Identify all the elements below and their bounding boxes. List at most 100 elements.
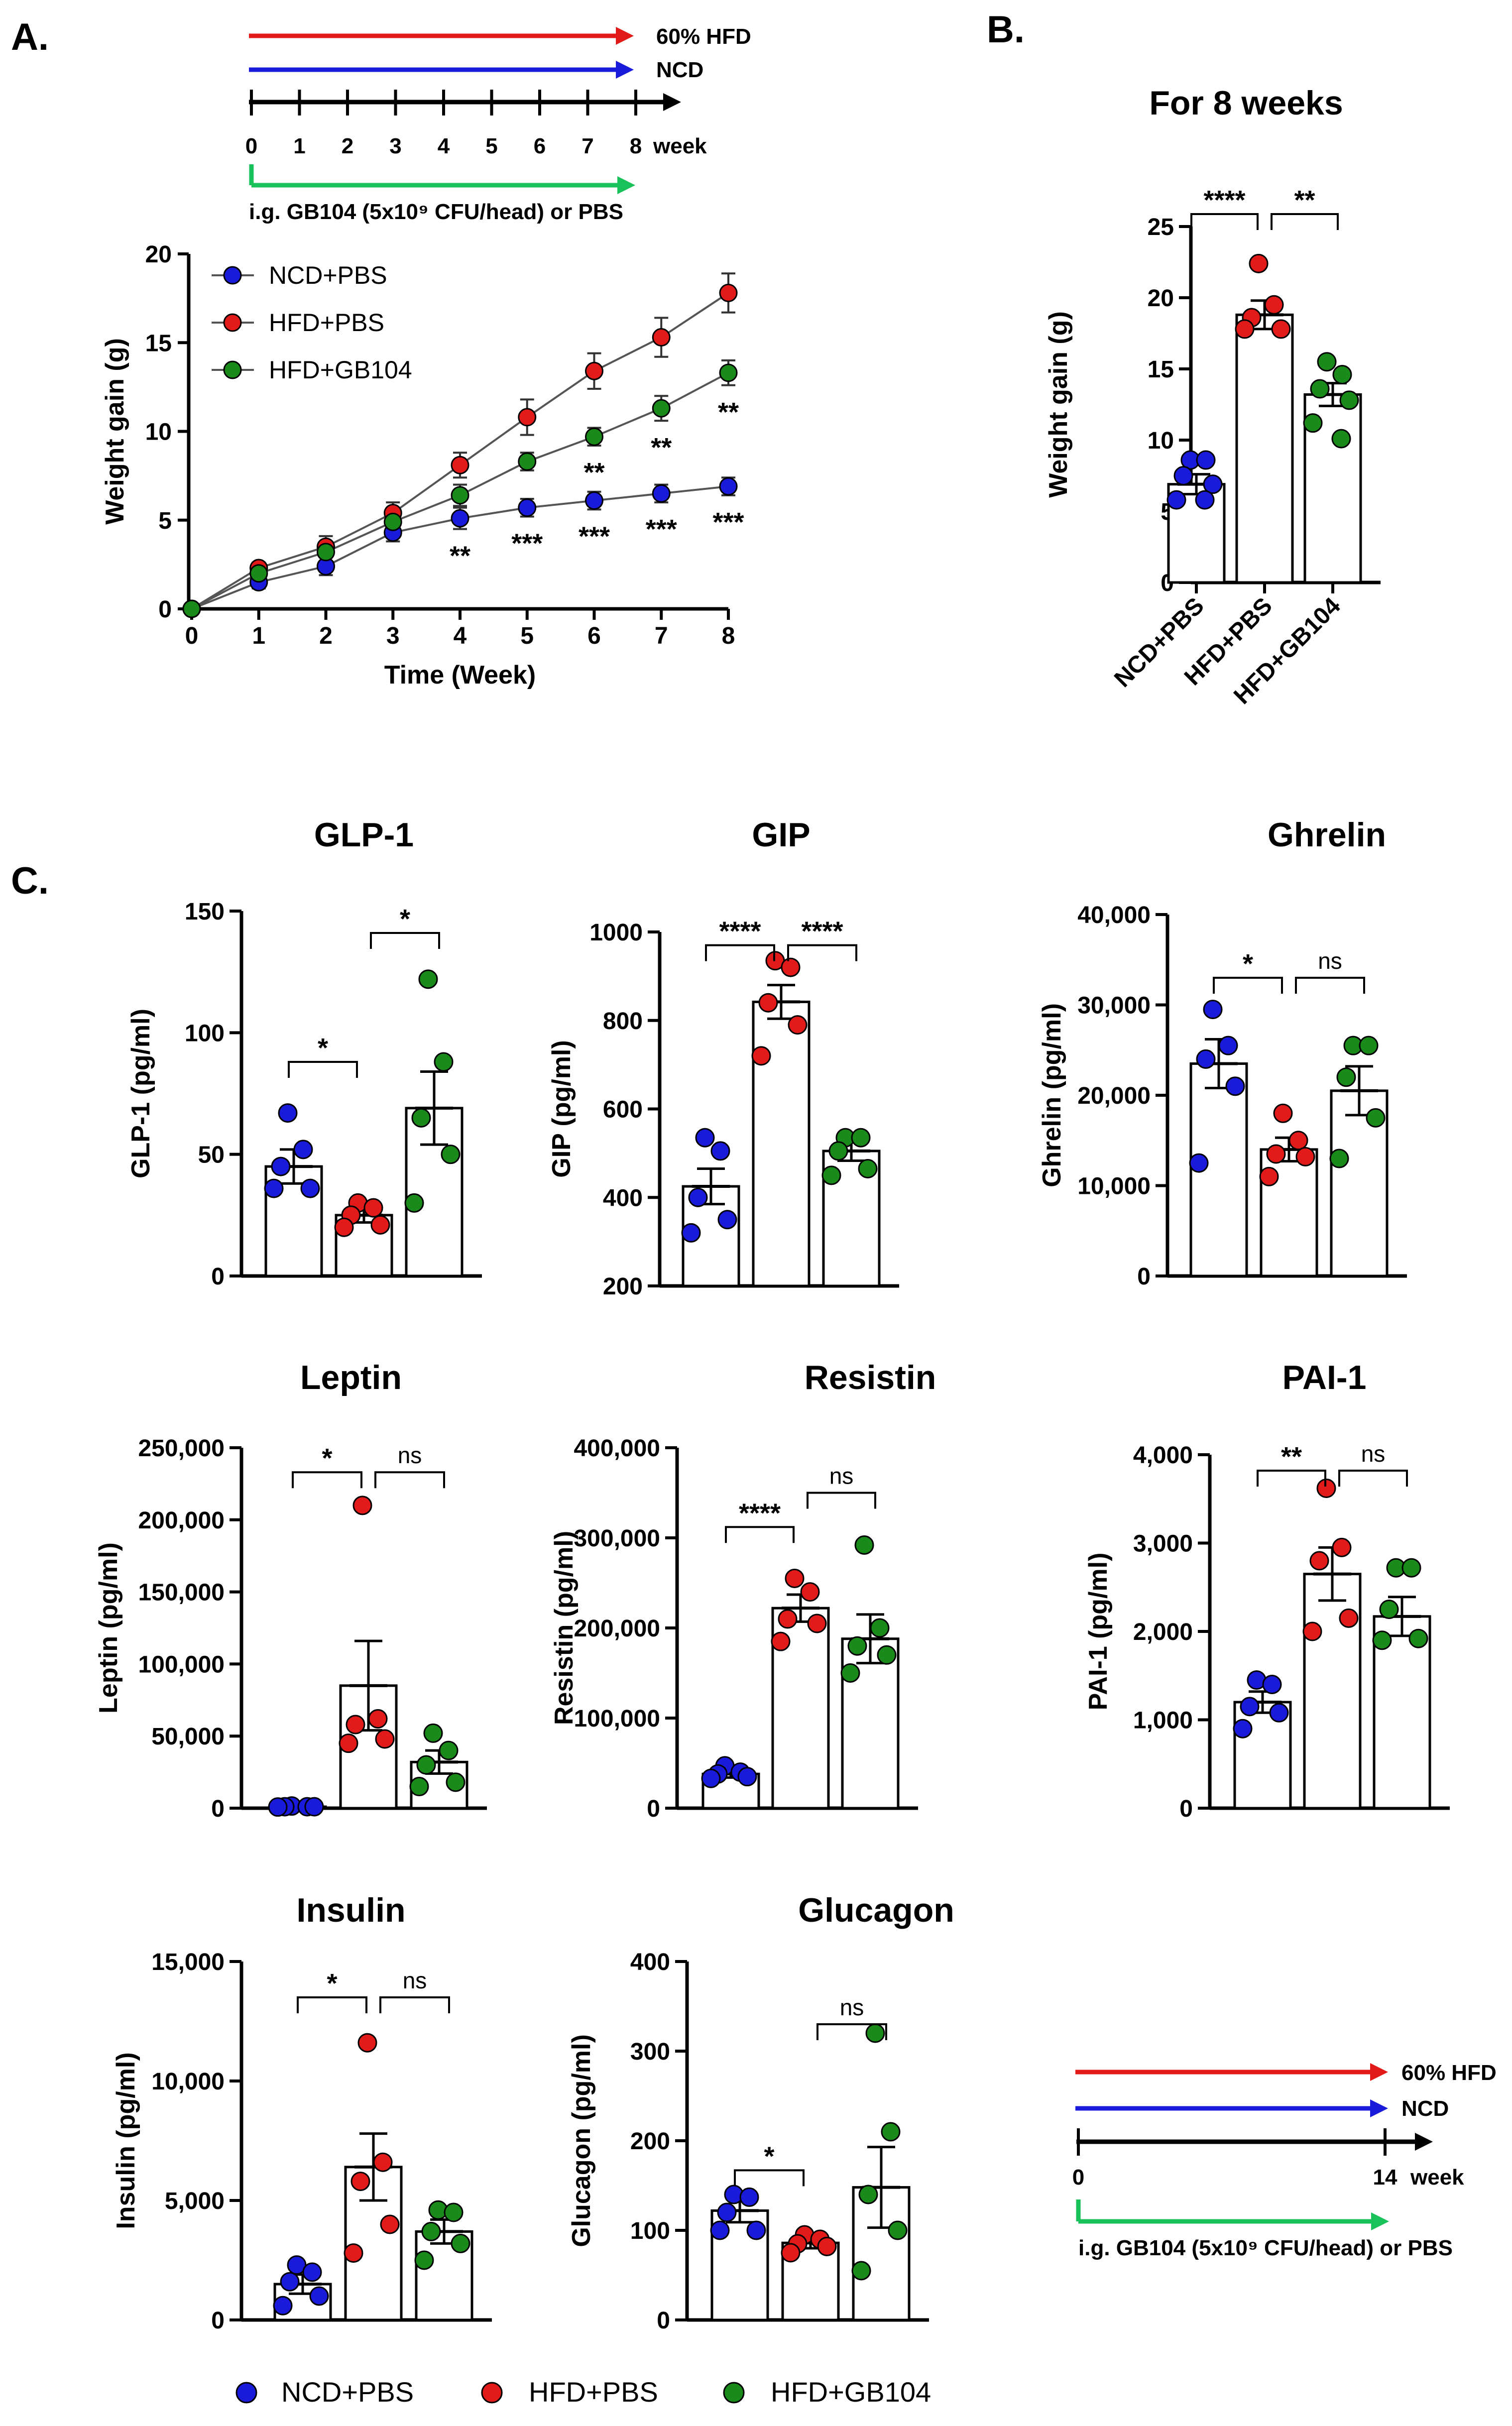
point-hfd (751, 1046, 771, 1066)
sig-bracket (288, 1060, 358, 1078)
sig-label: **** (719, 917, 761, 946)
y-tick-label: 0 (647, 1796, 660, 1822)
point-hfd (652, 328, 671, 347)
sig-bracket (1271, 213, 1339, 230)
legend-label-ncd: NCD+PBS (269, 261, 387, 289)
sig-label: ns (840, 1994, 864, 2020)
point-gb104 (847, 1636, 867, 1656)
x-tick-label: 8 (722, 623, 735, 649)
y-tick-label: 100,000 (138, 1651, 225, 1678)
x-tick-label: 2 (319, 623, 333, 649)
point-gb104 (451, 486, 469, 505)
point-gb104 (441, 1145, 461, 1164)
point-hfd (781, 2243, 801, 2263)
point-hfd (788, 1015, 808, 1035)
y-tick-label: 200 (603, 1273, 643, 1300)
point-ncd (1196, 1049, 1216, 1069)
point-gb104 (858, 2185, 878, 2204)
point-ncd (518, 498, 537, 517)
legend-marker-hfd (481, 2382, 503, 2404)
sig-bracket (816, 2023, 887, 2040)
y-tick-label: 20 (1148, 285, 1174, 312)
sig-label: * (322, 1443, 332, 1473)
point-gb104 (652, 399, 671, 418)
y-tick-label: 0 (158, 596, 172, 623)
legend-marker-gb104 (723, 2382, 745, 2404)
y-axis-label: PAI-1 (pg/ml) (1084, 1553, 1113, 1711)
bottom-legend: NCD+PBS HFD+PBS HFD+GB104 (235, 2376, 931, 2408)
sig-bracket (705, 944, 775, 961)
x-tick-label: 5 (520, 623, 534, 649)
point-gb104 (1329, 1149, 1349, 1168)
sig-bracket (1213, 977, 1283, 994)
point-ncd (1195, 490, 1215, 510)
y-tick-label: 400 (630, 1949, 670, 1975)
point-gb104 (719, 363, 738, 382)
y-tick-label: 250,000 (138, 1435, 225, 1462)
point-hfd (373, 2152, 393, 2172)
ncd-arrow-label-c: NCD (1401, 2096, 1449, 2121)
sig-bracket (787, 944, 857, 961)
sig-bracket (807, 1492, 876, 1509)
x-tick-label: 3 (386, 623, 400, 649)
y-tick-label: 10 (1148, 428, 1174, 454)
legend-marker-ncd (223, 266, 242, 285)
sig-gb104: ** (651, 433, 672, 462)
point-ncd (1189, 1153, 1209, 1173)
point-ncd (271, 1156, 291, 1176)
week-start-c: 0 (1072, 2165, 1084, 2190)
sig-bracket (292, 1471, 362, 1489)
point-hfd (1295, 1147, 1315, 1166)
point-ncd (717, 1210, 737, 1230)
sig-bracket (297, 1996, 367, 2013)
chart-title: Leptin (300, 1359, 402, 1396)
legend-marker-hfd (223, 313, 242, 332)
point-ncd (273, 2296, 293, 2315)
point-hfd (344, 2243, 363, 2263)
week-tick-label: 3 (389, 134, 401, 158)
y-axis-label: Weight gain (g) (1044, 311, 1073, 498)
point-gb104 (409, 1777, 429, 1797)
point-gb104 (414, 2250, 434, 2270)
sig-label: * (327, 1968, 337, 1998)
sig-label: * (318, 1033, 328, 1063)
y-tick-label: 15,000 (151, 1949, 225, 1975)
y-tick-label: 30,000 (1077, 993, 1151, 1019)
y-tick-label: 5,000 (165, 2188, 225, 2214)
point-hfd (363, 1198, 383, 1218)
y-tick-label: 15 (1148, 356, 1174, 383)
sig-gb104: ** (718, 397, 739, 427)
y-axis-label: Glucagon (pg/ml) (567, 2034, 596, 2247)
timeline-c: 60% HFD NCD 0 14 week i.g. GB104 (5x10⁹ … (1072, 2061, 1497, 2260)
point-hfd (352, 1496, 372, 1515)
y-tick-label: 0 (1179, 1796, 1193, 1822)
point-gb104 (1303, 413, 1323, 433)
week-unit-label: week (653, 134, 707, 158)
point-ncd (1218, 1036, 1238, 1055)
point-gb104 (451, 2233, 470, 2253)
y-tick-label: 100,000 (574, 1706, 660, 1732)
legend-label-ncd: NCD+PBS (281, 2376, 414, 2408)
point-gb104 (1310, 379, 1330, 399)
y-tick-label: 0 (211, 2308, 225, 2334)
point-hfd (1339, 1608, 1359, 1628)
sig-bracket (1257, 1469, 1326, 1487)
y-tick-label: 15 (145, 330, 172, 356)
point-gb104 (1408, 1628, 1428, 1648)
point-hfd (1264, 295, 1284, 315)
sig-label: ns (398, 1442, 422, 1468)
week-end-c: 14 (1373, 2165, 1397, 2190)
point-ncd (585, 491, 603, 510)
point-ncd (719, 477, 738, 496)
point-hfd (785, 1568, 805, 1588)
point-gb104 (1359, 1036, 1379, 1055)
y-tick-label: 200,000 (574, 1616, 660, 1642)
point-hfd (350, 2172, 370, 2192)
y-axis-label: Weight gain (g) (101, 338, 129, 525)
y-axis-label: Ghrelin (pg/ml) (1038, 1003, 1066, 1187)
chart-title: Insulin (296, 1891, 405, 1929)
point-hfd (346, 1715, 365, 1734)
point-hfd (1266, 1144, 1286, 1164)
point-gb104 (865, 2023, 885, 2043)
